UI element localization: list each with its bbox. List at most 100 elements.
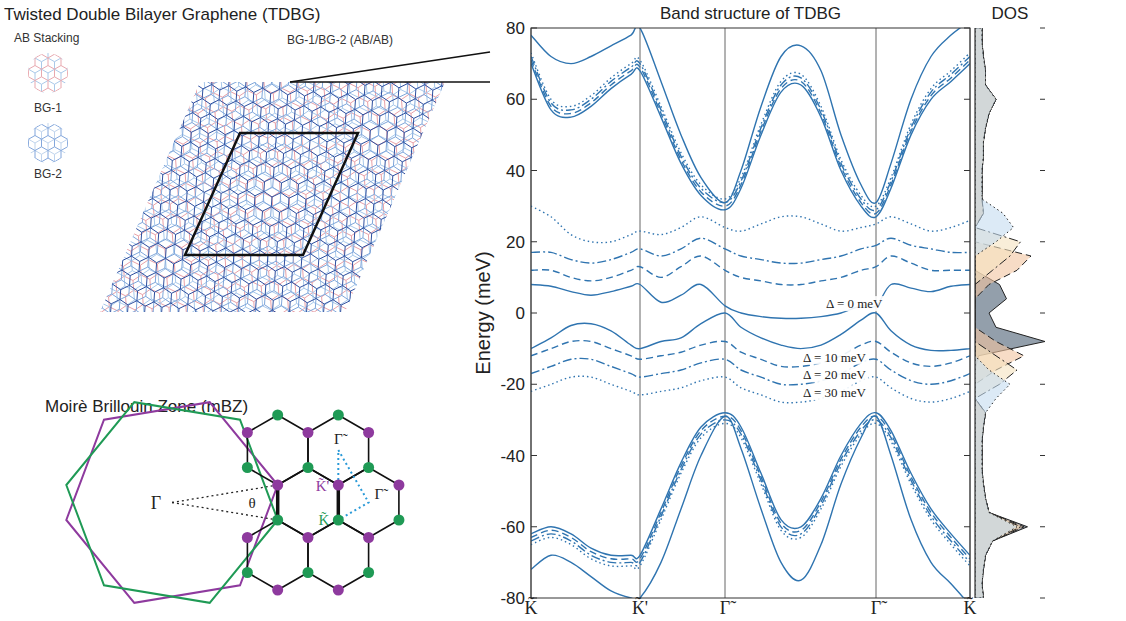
tick-label: K̃' — [632, 596, 648, 618]
lattice-layer — [0, 113, 113, 192]
dos-area — [975, 28, 1021, 598]
series-label: Δ = 20 meV — [803, 367, 867, 382]
tick — [964, 170, 970, 171]
axis-title: Energy (meV) — [472, 251, 494, 374]
series-label: Δ = 10 meV — [803, 350, 867, 365]
tick-label: -80 — [500, 589, 525, 608]
tick-label: 0 — [516, 304, 525, 323]
bz-hexagon — [66, 402, 277, 603]
mbz-node — [242, 532, 253, 543]
band-line — [531, 53, 970, 207]
label-patch — [801, 385, 869, 400]
mbz-node — [242, 567, 253, 578]
bands — [531, 28, 970, 598]
moire-cell — [185, 133, 358, 255]
label-patch — [824, 296, 885, 311]
band-line — [531, 283, 970, 318]
band-line — [531, 416, 970, 562]
axis-line — [974, 28, 975, 598]
tick — [531, 313, 537, 314]
tick — [531, 526, 537, 527]
mbz-hexagon — [308, 520, 369, 590]
tick-label: K̃ — [525, 596, 538, 618]
tick — [1040, 99, 1045, 100]
band-line — [531, 28, 970, 203]
band-line — [531, 376, 970, 403]
band-line — [531, 256, 970, 285]
lattice-layer — [0, 43, 113, 122]
gamma-tilde-label: Γ̃ — [375, 486, 389, 502]
series-label: Δ = 0 meV — [826, 296, 883, 311]
mbz-node — [393, 480, 404, 491]
tick — [1040, 598, 1045, 599]
tick-label: K̃ — [964, 596, 977, 618]
gamma-label: Γ — [151, 493, 161, 513]
label-patch — [801, 367, 869, 382]
grid-line — [640, 28, 641, 598]
chart-title: Band structure of TDBG — [660, 4, 841, 23]
moire-lattice — [0, 0, 731, 497]
tick-label: Γ̃ — [720, 598, 736, 618]
tick — [531, 99, 537, 100]
band-line — [531, 341, 970, 367]
layer-label: BG-1 — [34, 101, 62, 115]
band-line — [531, 313, 970, 351]
mbz-node — [272, 410, 283, 421]
mbz-node — [272, 515, 283, 526]
mbz-hexagon — [247, 520, 308, 590]
lattice-layer — [0, 0, 696, 487]
tick — [964, 28, 970, 29]
k-label: K̃ — [318, 512, 329, 528]
stacking-icon — [0, 106, 113, 192]
mbz-node — [333, 410, 344, 421]
tick — [1040, 170, 1045, 171]
gamma-tilde-label: Γ̃ — [334, 431, 348, 447]
series-label: Δ = 30 meV — [803, 385, 867, 400]
chart-title: DOS — [992, 4, 1029, 23]
tick — [1040, 455, 1045, 456]
tick-label: -20 — [500, 375, 525, 394]
mbz-node — [333, 515, 344, 526]
mbz-node — [333, 480, 344, 491]
mbz-node — [303, 427, 314, 438]
stacking-icon — [0, 36, 113, 122]
tick — [1040, 241, 1045, 242]
lattice-layer — [0, 106, 113, 185]
dos-area — [975, 28, 1045, 598]
figure: Twisted Double Bilayer Graphene (TDBG) AB… — [0, 0, 1126, 621]
mbz-node — [303, 462, 314, 473]
plot-frame — [531, 28, 970, 598]
tick-label: 20 — [506, 233, 525, 252]
band-line — [531, 57, 970, 211]
lattice-layer — [0, 36, 113, 115]
band-line — [531, 413, 970, 559]
dos-areas — [975, 28, 1045, 598]
mbz-node — [393, 515, 404, 526]
tick — [531, 28, 537, 29]
zoom-line — [290, 52, 490, 82]
dos-area — [975, 28, 1017, 598]
tick — [964, 99, 970, 100]
tick — [964, 241, 970, 242]
tick — [964, 313, 970, 314]
band-line — [531, 416, 970, 598]
tick — [1040, 384, 1045, 385]
gamma-k-line — [172, 485, 278, 503]
band-line — [531, 60, 970, 214]
lattice-layer — [0, 0, 695, 497]
band-line — [531, 420, 970, 566]
tick — [531, 170, 537, 171]
lattice-layer — [0, 0, 731, 476]
tick-label: -40 — [500, 447, 525, 466]
layer-label: BG-2 — [34, 167, 62, 181]
dos-area — [975, 28, 1031, 598]
tick-label: 60 — [506, 90, 525, 109]
figure-title: Twisted Double Bilayer Graphene (TDBG) — [4, 5, 321, 24]
zoom-line — [290, 81, 490, 83]
bz-hexagon — [66, 402, 277, 603]
tick — [1040, 526, 1045, 527]
tick-label: -60 — [500, 518, 525, 537]
mbz-hexagon — [278, 468, 339, 538]
stacking-label: AB Stacking — [14, 31, 79, 45]
tick — [531, 455, 537, 456]
